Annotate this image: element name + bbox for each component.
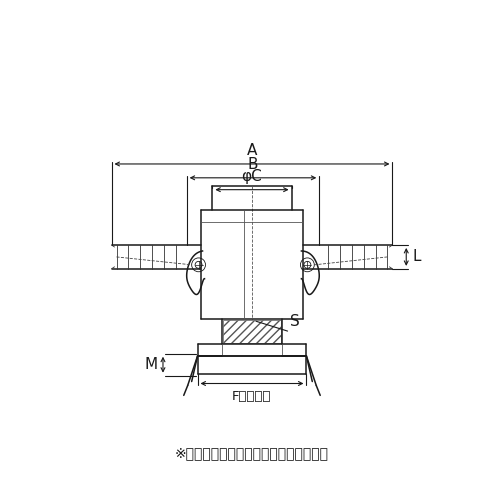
Text: S: S: [290, 314, 300, 329]
Text: A: A: [247, 143, 257, 158]
Text: L: L: [412, 250, 420, 264]
Text: ※８インチ品のカムアームは４本です。: ※８インチ品のカムアームは４本です。: [175, 446, 329, 460]
Bar: [224, 320, 280, 343]
Text: φC: φC: [242, 168, 262, 184]
Text: B: B: [248, 157, 258, 172]
Text: F（対辺）: F（対辺）: [232, 390, 272, 404]
Text: M: M: [145, 357, 158, 372]
